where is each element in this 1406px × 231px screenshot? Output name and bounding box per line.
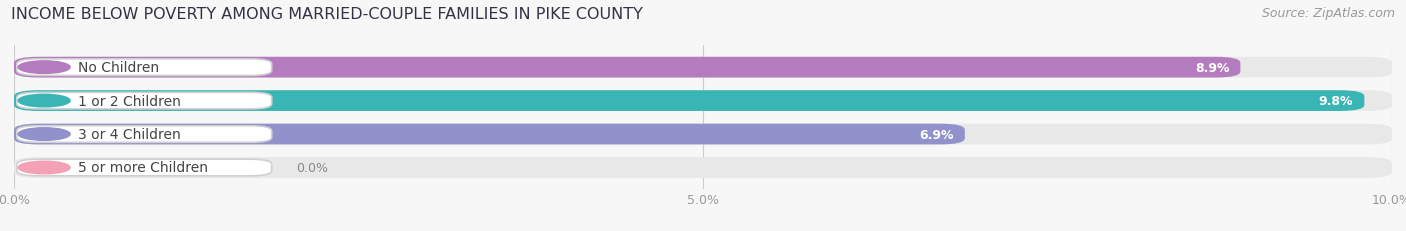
Circle shape: [18, 62, 70, 74]
FancyBboxPatch shape: [17, 93, 271, 109]
FancyBboxPatch shape: [14, 124, 965, 145]
Text: INCOME BELOW POVERTY AMONG MARRIED-COUPLE FAMILIES IN PIKE COUNTY: INCOME BELOW POVERTY AMONG MARRIED-COUPL…: [11, 7, 643, 22]
FancyBboxPatch shape: [17, 126, 271, 143]
Circle shape: [18, 161, 70, 174]
FancyBboxPatch shape: [17, 60, 271, 76]
Circle shape: [18, 128, 70, 141]
Text: 9.8%: 9.8%: [1319, 95, 1354, 108]
Text: 5 or more Children: 5 or more Children: [79, 161, 208, 175]
FancyBboxPatch shape: [14, 58, 1240, 78]
Text: 3 or 4 Children: 3 or 4 Children: [79, 128, 181, 141]
Text: 6.9%: 6.9%: [920, 128, 953, 141]
Text: Source: ZipAtlas.com: Source: ZipAtlas.com: [1261, 7, 1395, 20]
FancyBboxPatch shape: [14, 158, 1392, 178]
FancyBboxPatch shape: [14, 124, 1392, 145]
FancyBboxPatch shape: [14, 58, 1392, 78]
FancyBboxPatch shape: [14, 91, 1392, 112]
FancyBboxPatch shape: [14, 91, 1364, 112]
FancyBboxPatch shape: [17, 160, 271, 176]
Text: No Children: No Children: [79, 61, 159, 75]
Text: 0.0%: 0.0%: [297, 161, 329, 174]
Text: 8.9%: 8.9%: [1195, 61, 1229, 74]
Text: 1 or 2 Children: 1 or 2 Children: [79, 94, 181, 108]
Circle shape: [18, 95, 70, 107]
